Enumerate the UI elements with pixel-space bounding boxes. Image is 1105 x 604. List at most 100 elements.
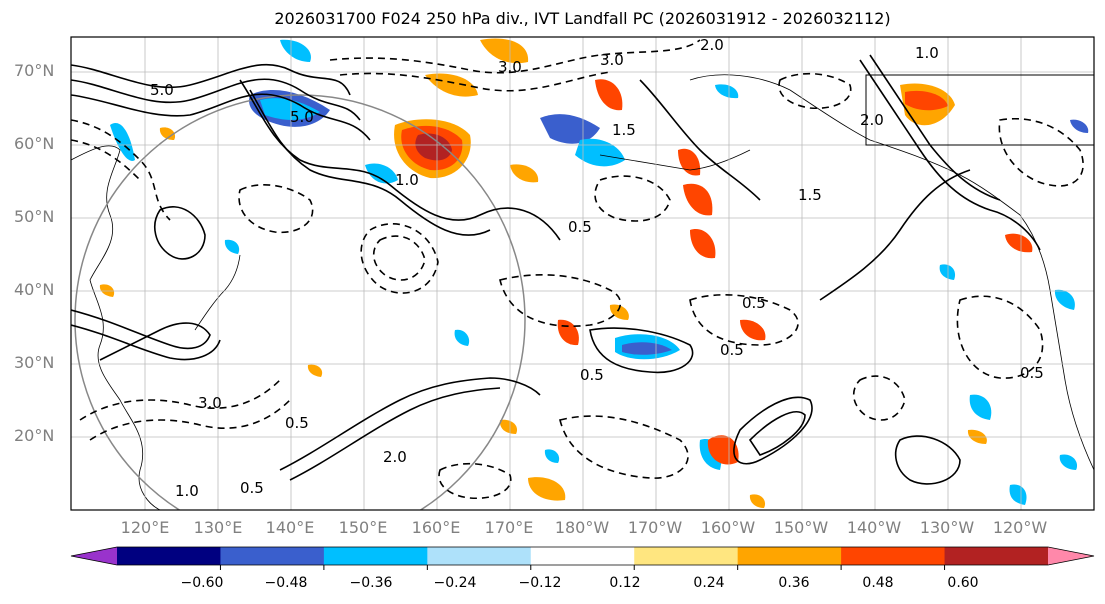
map-frame xyxy=(70,36,1095,511)
colorbar-tick-label: −0.60 xyxy=(180,575,224,591)
contour-solid xyxy=(748,411,806,456)
div-fill-negative xyxy=(260,98,320,120)
contour-label: 5.0 xyxy=(150,81,174,99)
colorbar-segment xyxy=(117,547,221,565)
div-fill-positive xyxy=(510,164,539,183)
ivt-contours-solid xyxy=(71,54,1041,485)
div-fill-positive xyxy=(1005,233,1033,253)
div-fill-negative xyxy=(280,39,311,62)
contour-dashed xyxy=(79,379,281,421)
lon-label-170e: 170°E xyxy=(484,518,534,537)
lat-label-40n: 40°N xyxy=(14,280,55,299)
contour-solid xyxy=(71,78,361,121)
contour-dashed xyxy=(372,235,426,281)
ivt-contours-dashed xyxy=(71,39,1084,500)
coastline-aleutians xyxy=(599,149,751,171)
contour-dashed xyxy=(559,415,689,479)
contour-dashed xyxy=(998,118,1084,187)
contour-dashed xyxy=(89,399,291,441)
lon-label-170w: 170°W xyxy=(627,518,683,537)
div-fill-negative xyxy=(540,114,600,144)
contour-label: 0.5 xyxy=(580,366,604,384)
div-fill-positive xyxy=(480,38,529,64)
contour-label: 0.5 xyxy=(240,479,264,497)
colorbar-segment xyxy=(427,547,532,565)
div-fill-positive xyxy=(683,183,713,216)
contour-solid xyxy=(289,387,501,481)
lon-label-140w: 140°W xyxy=(846,518,902,537)
contour-solid xyxy=(279,377,541,471)
contour-solid xyxy=(589,327,694,374)
div-fill-negative xyxy=(622,342,672,355)
lon-label-150e: 150°E xyxy=(338,518,388,537)
contour-dashed xyxy=(360,223,439,294)
colorbar-segment xyxy=(220,547,325,565)
lon-label-180w: 180°W xyxy=(554,518,610,537)
colorbar-outline xyxy=(70,546,1095,566)
contour-label: 5.0 xyxy=(290,108,314,126)
div-fill-positive xyxy=(905,90,948,111)
div-fill-positive xyxy=(749,494,766,508)
lon-label-160e: 160°E xyxy=(411,518,461,537)
div-fill-positive xyxy=(690,229,716,259)
colorbar-tick-label: −0.48 xyxy=(264,575,308,591)
colorbar-segment xyxy=(841,547,946,565)
lon-label-160w: 160°W xyxy=(700,518,756,537)
contour-label: 2.0 xyxy=(383,448,407,466)
contour-solid xyxy=(249,89,491,236)
contour-label: 1.5 xyxy=(798,186,822,204)
div-fill-negative xyxy=(715,84,739,99)
div-fill-positive xyxy=(707,435,739,465)
colorbar-tick-label: 0.48 xyxy=(862,575,894,591)
contour-label: 0.5 xyxy=(1020,364,1044,382)
contour-label: 0.5 xyxy=(720,341,744,359)
div-fill-positive xyxy=(595,79,623,111)
div-fill-positive xyxy=(499,419,518,434)
contour-label: 1.5 xyxy=(612,121,636,139)
contour-solid xyxy=(894,435,961,485)
contour-dashed xyxy=(71,119,171,221)
contour-label: 0.5 xyxy=(568,218,592,236)
contour-dashed xyxy=(71,139,141,181)
contour-dashed xyxy=(499,274,622,327)
lon-label-130w: 130°W xyxy=(919,518,975,537)
contour-dashed xyxy=(238,184,314,234)
div-fill-positive xyxy=(159,127,176,140)
div-fill-positive xyxy=(415,133,452,161)
lat-label-60n: 60°N xyxy=(14,134,55,153)
contour-solid xyxy=(859,59,1041,251)
lon-label-130e: 130°E xyxy=(193,518,243,537)
div-fill-negative xyxy=(224,239,240,254)
contour-label: 2.0 xyxy=(700,36,724,54)
div-fill-negative xyxy=(544,449,560,463)
div-fill-negative xyxy=(1059,454,1078,470)
contour-label: 0.5 xyxy=(742,294,766,312)
contour-label: 1.0 xyxy=(175,482,199,500)
great-circle-ring xyxy=(74,94,526,510)
contour-solid xyxy=(71,309,211,361)
div-fill-negative xyxy=(575,138,625,167)
lon-label-150w: 150°W xyxy=(773,518,829,537)
div-fill-negative xyxy=(365,163,398,184)
contour-label: 3.0 xyxy=(198,394,222,412)
div-fill-negative xyxy=(939,264,956,280)
colorbar-tick-label: −0.36 xyxy=(349,575,393,591)
contour-label: 2.0 xyxy=(860,111,884,129)
coastline-alaska xyxy=(689,74,1021,216)
contour-solid xyxy=(733,396,813,465)
colorbar-segment xyxy=(737,547,842,565)
colorbar-tick-label: −0.24 xyxy=(433,575,477,591)
contour-label: 3.0 xyxy=(600,51,624,69)
colorbar-tick-label: −0.12 xyxy=(518,575,562,591)
lon-label-140e: 140°E xyxy=(265,518,315,537)
div-fill-negative xyxy=(1009,484,1027,505)
map-plot-area: 5.0 5.0 3.0 3.0 2.0 2.0 1.5 1.5 1.0 1.0 … xyxy=(71,36,1094,510)
div-fill-positive xyxy=(740,319,766,341)
contour-solid xyxy=(639,79,761,201)
coastline-japan xyxy=(194,254,241,331)
contour-label: 0.5 xyxy=(285,414,309,432)
div-fill-negative xyxy=(1070,119,1089,133)
colorbar xyxy=(70,546,1095,570)
lat-label-70n: 70°N xyxy=(14,61,55,80)
